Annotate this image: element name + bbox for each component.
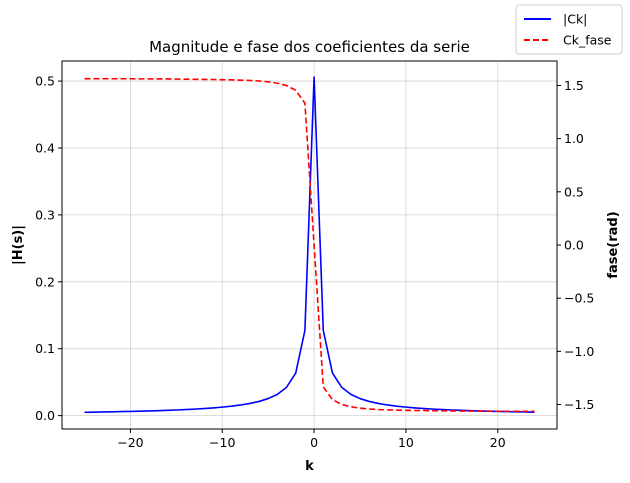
- y2-axis-title: fase(rad): [606, 211, 621, 278]
- y2-tick-label: −1.0: [564, 344, 594, 359]
- y2-tick-label: −1.5: [564, 397, 594, 412]
- legend-label-ck-fase: Ck_fase: [563, 33, 612, 48]
- y-tick-label: 0.1: [35, 341, 55, 356]
- y2-tick-label: 0.0: [564, 238, 584, 253]
- x-tick-label: 10: [398, 435, 414, 450]
- series-line-ck-fase: [84, 77, 535, 413]
- y2-tick-label: 0.5: [564, 184, 584, 199]
- y2-tick-label: 1.0: [564, 131, 584, 146]
- y-axis-title: |H(s)|: [11, 225, 26, 265]
- x-axis-title: k: [305, 459, 314, 474]
- chart-title: Magnitude e fase dos coeficientes da ser…: [149, 38, 470, 56]
- x-tick-label: −10: [209, 435, 235, 450]
- legend: |Ck| Ck_fase: [515, 4, 623, 55]
- legend-label-ck: |Ck|: [563, 12, 587, 27]
- series-layer: [84, 76, 535, 414]
- y-tick-label: 0.4: [35, 140, 55, 155]
- x-tick-label: 20: [490, 435, 506, 450]
- legend-box: [515, 4, 623, 55]
- y2-tick-label: 1.5: [564, 78, 584, 93]
- y-tick-label: 0.3: [35, 207, 55, 222]
- y-tick-label: 0.2: [35, 274, 55, 289]
- y2-tick-label: −0.5: [564, 291, 594, 306]
- x-tick-label: −20: [117, 435, 143, 450]
- x-tick-label: 0: [310, 435, 318, 450]
- y-tick-label: 0.5: [35, 74, 55, 89]
- tick-layer: −20 −10 0 10 20 0.0 0.1 0.2 0.3 0.4 0.5 −1.5 −1.0 −0.…: [35, 74, 594, 450]
- y-tick-label: 0.0: [35, 408, 55, 423]
